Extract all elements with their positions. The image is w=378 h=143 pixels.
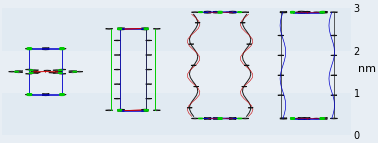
Circle shape — [290, 12, 294, 13]
Bar — [2, 93, 351, 135]
Circle shape — [320, 12, 324, 13]
Circle shape — [118, 110, 122, 111]
Circle shape — [218, 12, 222, 13]
Circle shape — [118, 28, 122, 29]
Circle shape — [320, 12, 324, 13]
Circle shape — [60, 49, 64, 50]
Bar — [2, 8, 351, 51]
Circle shape — [144, 28, 148, 29]
Bar — [2, 51, 351, 93]
Circle shape — [198, 118, 203, 119]
Circle shape — [144, 110, 148, 111]
Circle shape — [291, 12, 294, 13]
Circle shape — [237, 118, 242, 119]
Circle shape — [27, 49, 32, 50]
Y-axis label: nm: nm — [358, 63, 376, 74]
Circle shape — [218, 11, 222, 12]
